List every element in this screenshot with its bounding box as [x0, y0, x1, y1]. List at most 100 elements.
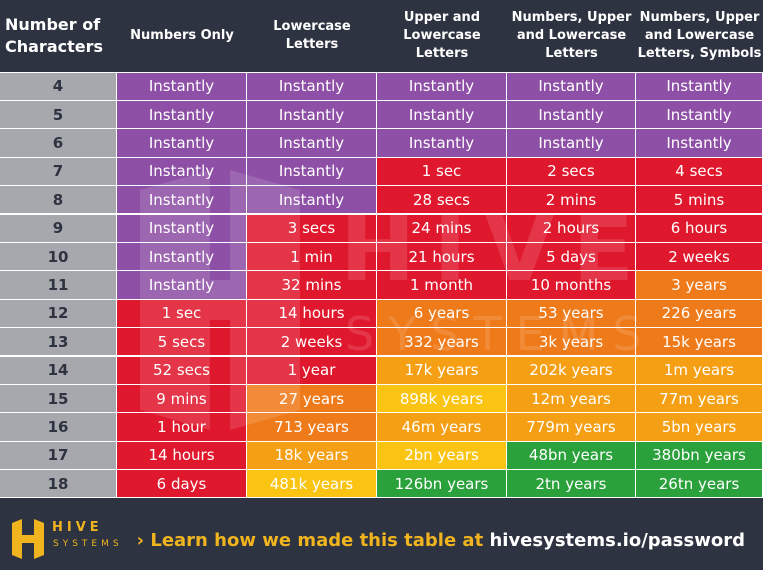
table-cell: Instantly	[377, 100, 506, 129]
table-cell: Instantly	[247, 72, 376, 100]
table-cell: 779m years	[507, 413, 635, 441]
table-cell: 1 month	[377, 271, 506, 299]
table-cell: 3 secs	[247, 214, 376, 242]
table-cell: 2 mins	[507, 186, 635, 214]
table-cell: 2 secs	[507, 157, 635, 186]
table-cell: 5 days	[507, 242, 635, 271]
row-label: 9	[0, 214, 116, 242]
table-cell: 332 years	[377, 328, 506, 356]
table-cell: 32 mins	[247, 271, 376, 299]
table-cell: 5bn years	[636, 413, 762, 441]
table-cell: Instantly	[377, 72, 506, 100]
table-cell: 2 weeks	[247, 328, 376, 356]
table-cell: 27 years	[247, 384, 376, 413]
table-cell: 14 hours	[117, 441, 246, 470]
table-cell: 15k years	[636, 328, 762, 356]
row-label: 13	[0, 328, 116, 356]
table-cell: 10 months	[507, 271, 635, 299]
table-cell: 77m years	[636, 384, 762, 413]
row-label: 16	[0, 413, 116, 441]
table-cell: Instantly	[247, 129, 376, 157]
table-cell: 3 years	[636, 271, 762, 299]
table-cell: 126bn years	[377, 470, 506, 498]
learn-more-url: hivesystems.io/password	[489, 530, 745, 551]
table-cell: 21 hours	[377, 242, 506, 271]
table-header: Number of Characters Numbers Only Lowercas…	[0, 0, 763, 72]
table-cell: 26tn years	[636, 470, 762, 498]
row-label: 10	[0, 242, 116, 271]
table-cell: 28 secs	[377, 186, 506, 214]
table-cell: 3k years	[507, 328, 635, 356]
table-cell: Instantly	[377, 129, 506, 157]
table-cell: 6 days	[117, 470, 246, 498]
table-cell: 2bn years	[377, 441, 506, 470]
password-table: 4 Instantly Instantly Instantly Instantly Ins…	[0, 72, 763, 498]
table-cell: Instantly	[247, 157, 376, 186]
table-cell: 380bn years	[636, 441, 762, 470]
table-cell: 226 years	[636, 299, 762, 328]
row-label: 12	[0, 299, 116, 328]
table-cell: Instantly	[247, 100, 376, 129]
hive-logo-icon	[12, 519, 44, 559]
table-cell: Instantly	[117, 100, 246, 129]
table-cell: Instantly	[117, 214, 246, 242]
table-cell: 1 min	[247, 242, 376, 271]
table-cell: 18k years	[247, 441, 376, 470]
table-cell: 898k years	[377, 384, 506, 413]
row-label: 11	[0, 271, 116, 299]
row-label: 7	[0, 157, 116, 186]
table-cell: Instantly	[117, 186, 246, 214]
table-cell: Instantly	[507, 100, 635, 129]
table-cell: 2 hours	[507, 214, 635, 242]
footer	[0, 498, 763, 570]
header-column-5: Numbers, Upper and Lowercase Letters, Sy…	[637, 10, 762, 61]
table-cell: 14 hours	[247, 299, 376, 328]
table-cell: 48bn years	[507, 441, 635, 470]
logo-wordmark: HIVE	[52, 520, 103, 535]
table-cell: 4 secs	[636, 157, 762, 186]
table-cell: 1 hour	[117, 413, 246, 441]
table-cell: 5 mins	[636, 186, 762, 214]
table-cell: Instantly	[507, 129, 635, 157]
table-cell: 1 year	[247, 356, 376, 384]
learn-more-link[interactable]: › Learn how we made this table at hivesy…	[137, 530, 745, 551]
table-cell: 9 mins	[117, 384, 246, 413]
row-label: 5	[0, 100, 116, 129]
learn-more-text: › Learn how we made this table at	[136, 530, 490, 551]
table-cell: 46m years	[377, 413, 506, 441]
table-cell: 24 mins	[377, 214, 506, 242]
table-cell: 6 hours	[636, 214, 762, 242]
table-cell: Instantly	[117, 157, 246, 186]
table-cell: 12m years	[507, 384, 635, 413]
table-cell: Instantly	[636, 72, 762, 100]
table-cell: 17k years	[377, 356, 506, 384]
table-cell: Instantly	[636, 129, 762, 157]
table-cell: Instantly	[507, 72, 635, 100]
header-number-of-characters: Number of Characters	[5, 15, 104, 56]
table-cell: 1 sec	[377, 157, 506, 186]
row-label: 15	[0, 384, 116, 413]
row-label: 8	[0, 186, 116, 214]
row-label: 17	[0, 441, 116, 470]
row-label: 14	[0, 356, 116, 384]
logo-subtitle: SYSTEMS	[53, 539, 123, 549]
table-cell: Instantly	[247, 186, 376, 214]
table-cell: 2 weeks	[636, 242, 762, 271]
table-cell: 2tn years	[507, 470, 635, 498]
table-cell: 713 years	[247, 413, 376, 441]
table-cell: 1 sec	[117, 299, 246, 328]
header-column-3: Upper and Lowercase Letters	[403, 10, 481, 61]
table-cell: 5 secs	[117, 328, 246, 356]
table-cell: Instantly	[117, 242, 246, 271]
row-label: 6	[0, 129, 116, 157]
table-cell: Instantly	[636, 100, 762, 129]
header-column-2: Lowercase Letters	[273, 19, 351, 52]
table-cell: Instantly	[117, 72, 246, 100]
table-cell: 52 secs	[117, 356, 246, 384]
header-column-4: Numbers, Upper and Lowercase Letters	[511, 10, 632, 61]
table-cell: Instantly	[117, 271, 246, 299]
header-column-1: Numbers Only	[130, 28, 234, 43]
table-cell: 481k years	[247, 470, 376, 498]
table-cell: Instantly	[117, 129, 246, 157]
table-cell: 53 years	[507, 299, 635, 328]
